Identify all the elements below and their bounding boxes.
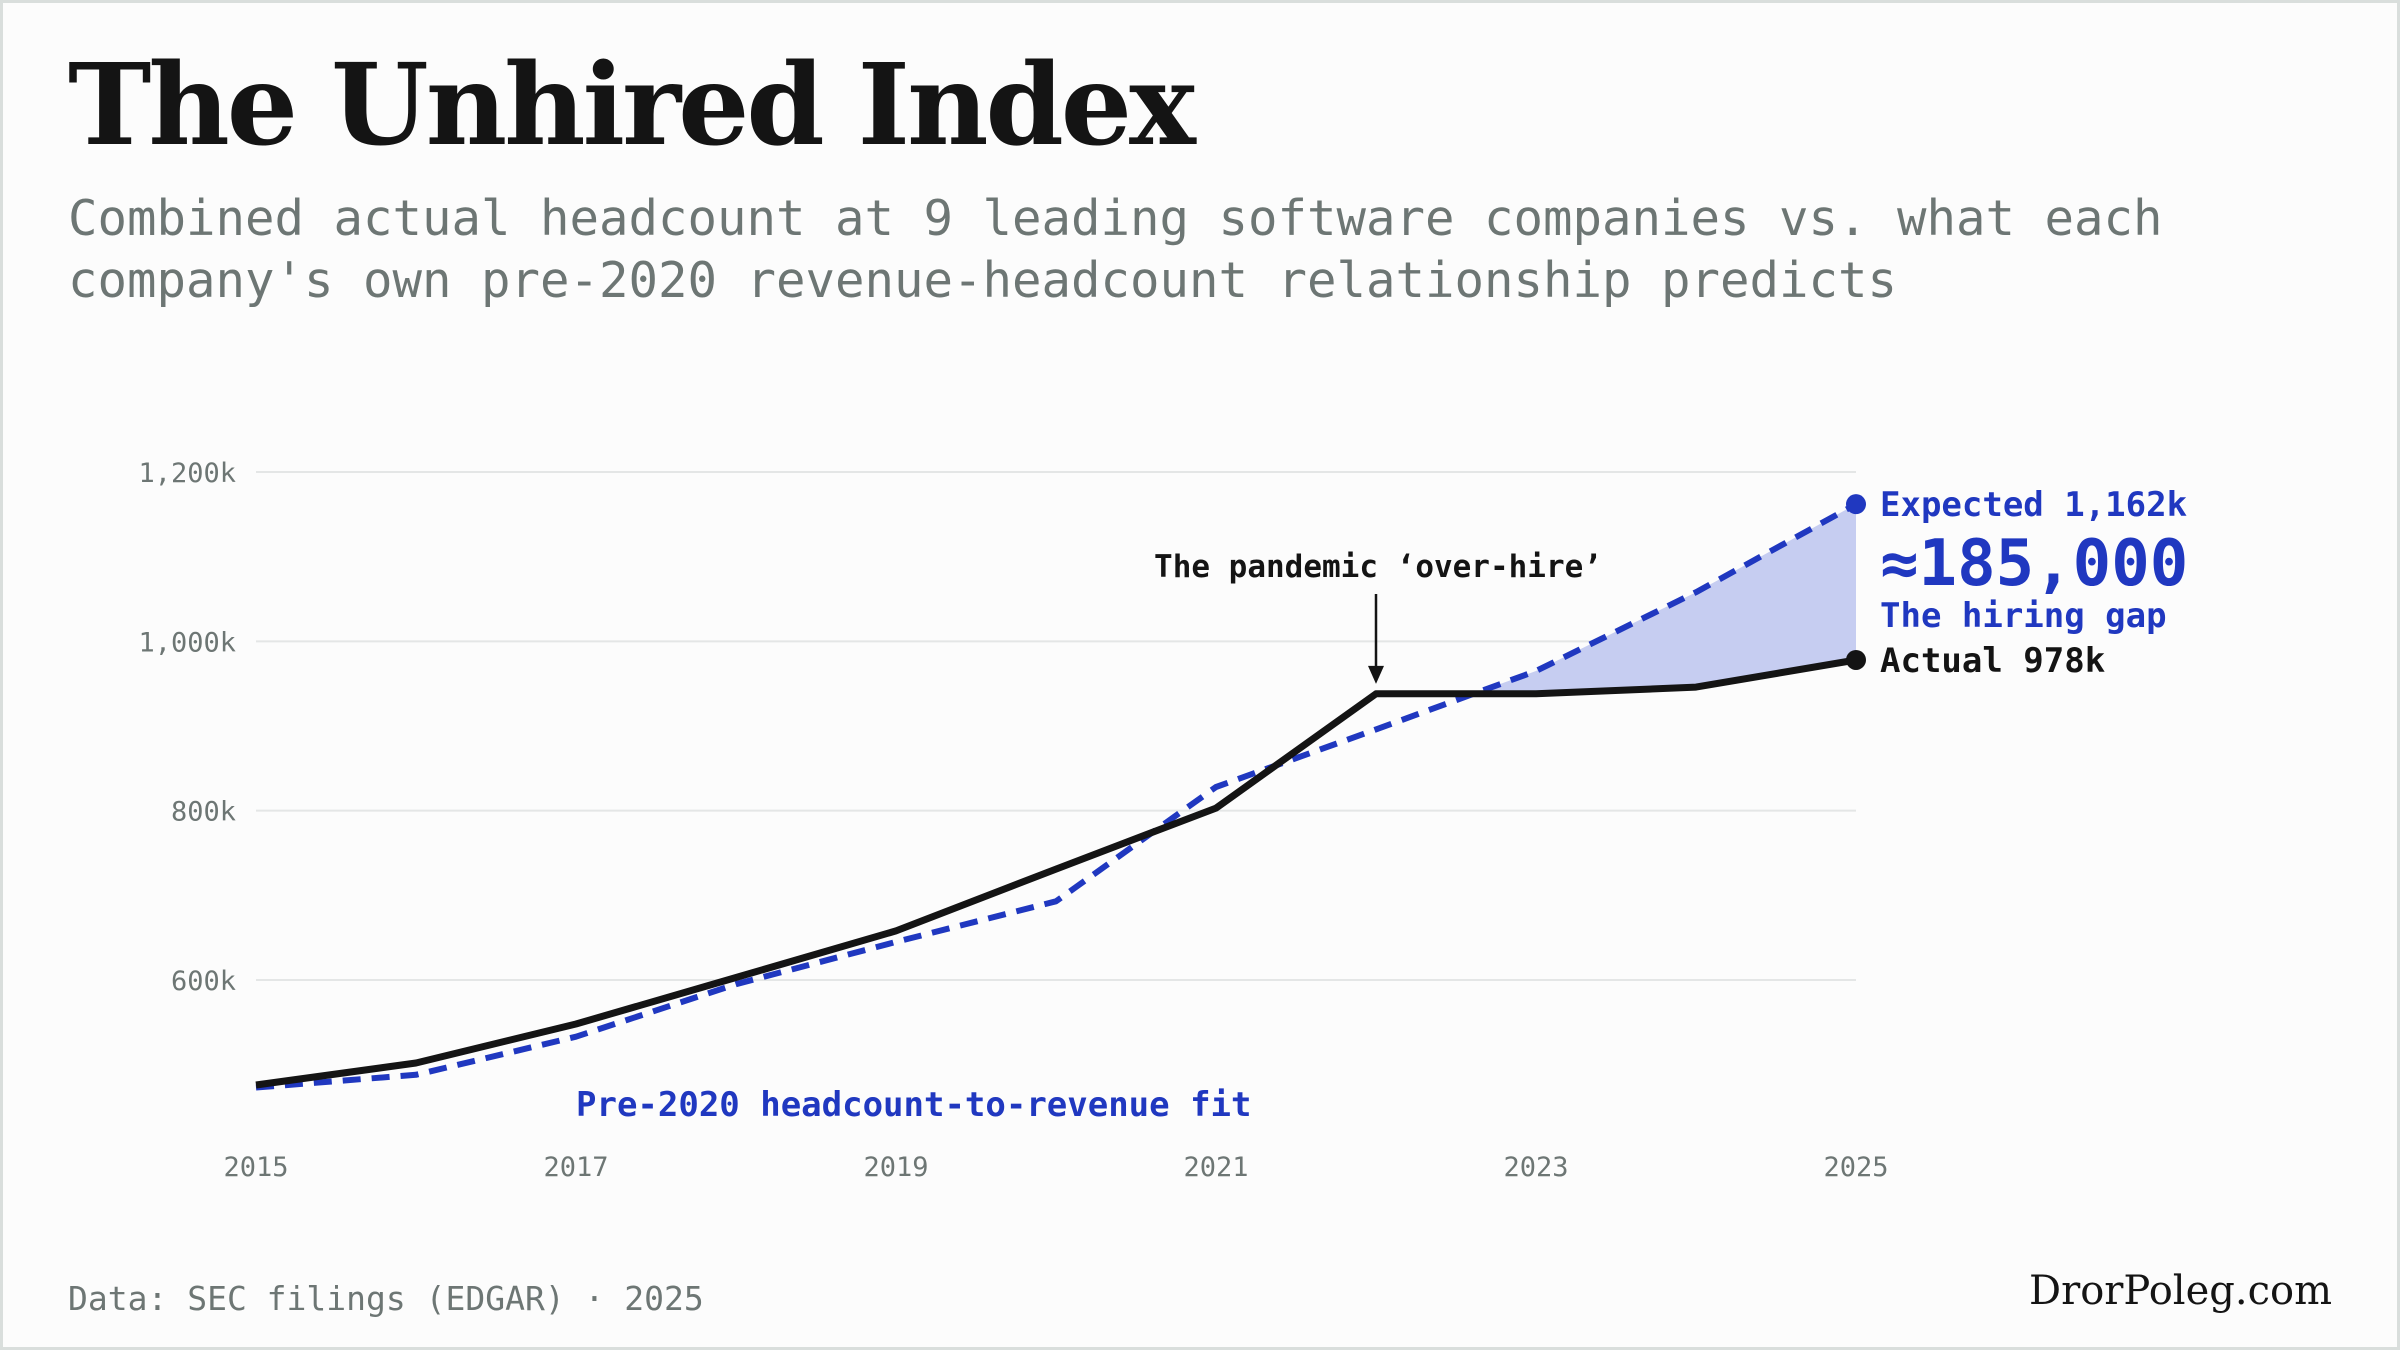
subtitle: Combined actual headcount at 9 leading s… — [68, 188, 2318, 312]
y-tick-label: 800k — [171, 797, 236, 828]
y-tick-label: 1,000k — [138, 627, 236, 658]
y-tick-label: 1,200k — [138, 458, 236, 489]
gap-text-label: The hiring gap — [1880, 596, 2167, 636]
x-tick-label: 2023 — [1503, 1152, 1568, 1183]
expected-line — [255, 501, 1858, 1091]
gap-value-label: ≈185,000 — [1880, 527, 2188, 601]
hiring-gap-area — [1472, 504, 1856, 695]
brand-logo: DrorPoleg.com — [2029, 1268, 2332, 1314]
subtitle-line-2: company's own pre-2020 revenue-headcount… — [68, 252, 1898, 309]
x-axis-ticks: 2015 2017 2019 2021 2023 2025 — [223, 1152, 1888, 1183]
y-axis-ticks: 600k 800k 1,000k 1,200k — [138, 458, 236, 997]
expected-end-point — [1846, 494, 1866, 515]
source-note: Data: SEC filings (EDGAR) · 2025 — [68, 1279, 704, 1318]
subtitle-line-1: Combined actual headcount at 9 leading s… — [68, 190, 2163, 247]
pandemic-annotation: The pandemic ‘over-hire’ — [1154, 549, 1602, 585]
x-tick-label: 2025 — [1823, 1152, 1888, 1183]
x-tick-label: 2021 — [1183, 1152, 1248, 1183]
actual-end-label: Actual 978k — [1880, 641, 2105, 681]
gridlines — [256, 471, 1856, 981]
x-tick-label: 2019 — [863, 1152, 928, 1183]
y-tick-label: 600k — [171, 966, 236, 997]
fit-line-label: Pre-2020 headcount-to-revenue fit — [576, 1085, 1252, 1125]
actual-line — [255, 656, 1857, 1089]
series-lines — [255, 494, 1866, 1091]
x-tick-label: 2015 — [223, 1152, 288, 1183]
x-tick-label: 2017 — [543, 1152, 608, 1183]
expected-end-label: Expected 1,162k — [1880, 485, 2187, 525]
pandemic-arrow-head — [1368, 665, 1384, 684]
annotations: The pandemic ‘over-hire’ Expected 1,162k… — [576, 485, 2188, 1125]
actual-end-point — [1846, 649, 1866, 670]
page-title: The Unhired Index — [68, 40, 1196, 171]
